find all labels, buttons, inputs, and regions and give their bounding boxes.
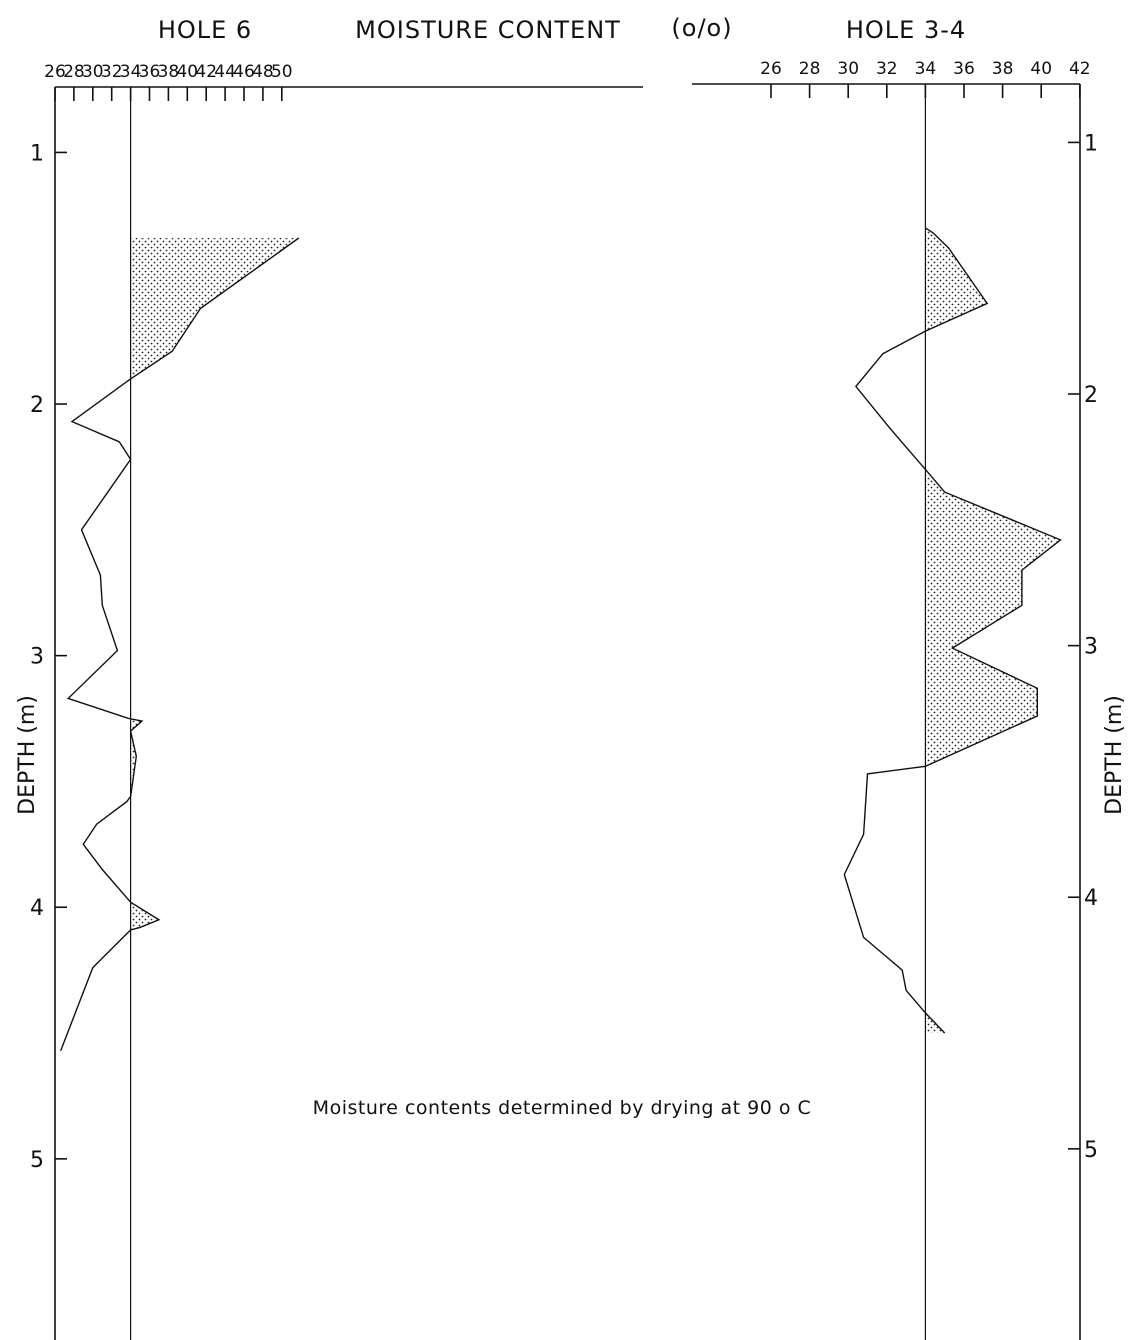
hole34-moisture-profile [843,227,1062,1034]
hole6-x-tick-label: 26 [44,62,66,82]
hole6-x-tick-label: 42 [195,62,217,82]
hole6-x-tick-label: 32 [101,62,123,82]
right-depth-tick-label: 2 [1084,383,1098,408]
hole6-moisture-profile [60,237,300,1051]
hole34-title: HOLE 3-4 [846,16,966,44]
reference-lines [130,84,927,1340]
hole6-excess-fill [130,238,299,1051]
right-depth-tick-label: 3 [1084,635,1098,660]
chart-title-unit: (o/o) [671,14,732,42]
hole34-x-tick-label: 30 [837,59,859,79]
left-depth-tick-label: 2 [30,393,44,418]
depth-ticks: 1 1 2 2 3 3 4 4 5 5 [30,131,1098,1172]
hole34-x-tick-label: 28 [799,59,821,79]
hole6-x-tick-label: 30 [82,62,104,82]
right-depth-tick-label: 4 [1084,886,1098,911]
hole34-x-tick-label: 26 [760,59,782,79]
hole34-x-tick-label: 38 [992,59,1014,79]
left-depth-label: DEPTH (m) [15,695,40,815]
chart-title: MOISTURE CONTENT [355,16,621,44]
hole6-title: HOLE 6 [158,16,252,44]
hole34-x-tick-label: 34 [915,59,937,79]
hole34-x-tick-label: 36 [953,59,975,79]
hole34-excess-fill [925,227,1061,1033]
hole6-x-tick-label: 34 [120,62,142,82]
hole6-x-tick-label: 48 [252,62,274,82]
hole34-x-tick-label: 40 [1030,59,1052,79]
hole6-x-tick-label: 46 [233,62,255,82]
hole6-x-tick-label: 28 [63,62,85,82]
axes [54,83,1081,1340]
left-depth-tick-label: 4 [30,896,44,921]
hole6-x-tick-label: 50 [271,62,293,82]
hole6-x-tick-label: 38 [158,62,180,82]
hole34-x-tick-label: 42 [1069,59,1091,79]
hole6-x-tick-label: 40 [176,62,198,82]
profile-lines [60,227,1062,1051]
left-depth-tick-label: 1 [30,141,44,166]
right-depth-tick-label: 1 [1084,131,1098,156]
hole6-x-tick-label: 36 [139,62,161,82]
right-depth-tick-label: 5 [1084,1138,1098,1163]
left-depth-tick-label: 5 [30,1148,44,1173]
right-depth-label: DEPTH (m) [1102,695,1127,815]
left-depth-tick-label: 3 [30,645,44,670]
hole6-x-tick-label: 44 [214,62,236,82]
hole34-x-tick-label: 32 [876,59,898,79]
method-note: Moisture contents determined by drying a… [313,1097,812,1119]
excess-moisture-fills [130,227,1061,1051]
